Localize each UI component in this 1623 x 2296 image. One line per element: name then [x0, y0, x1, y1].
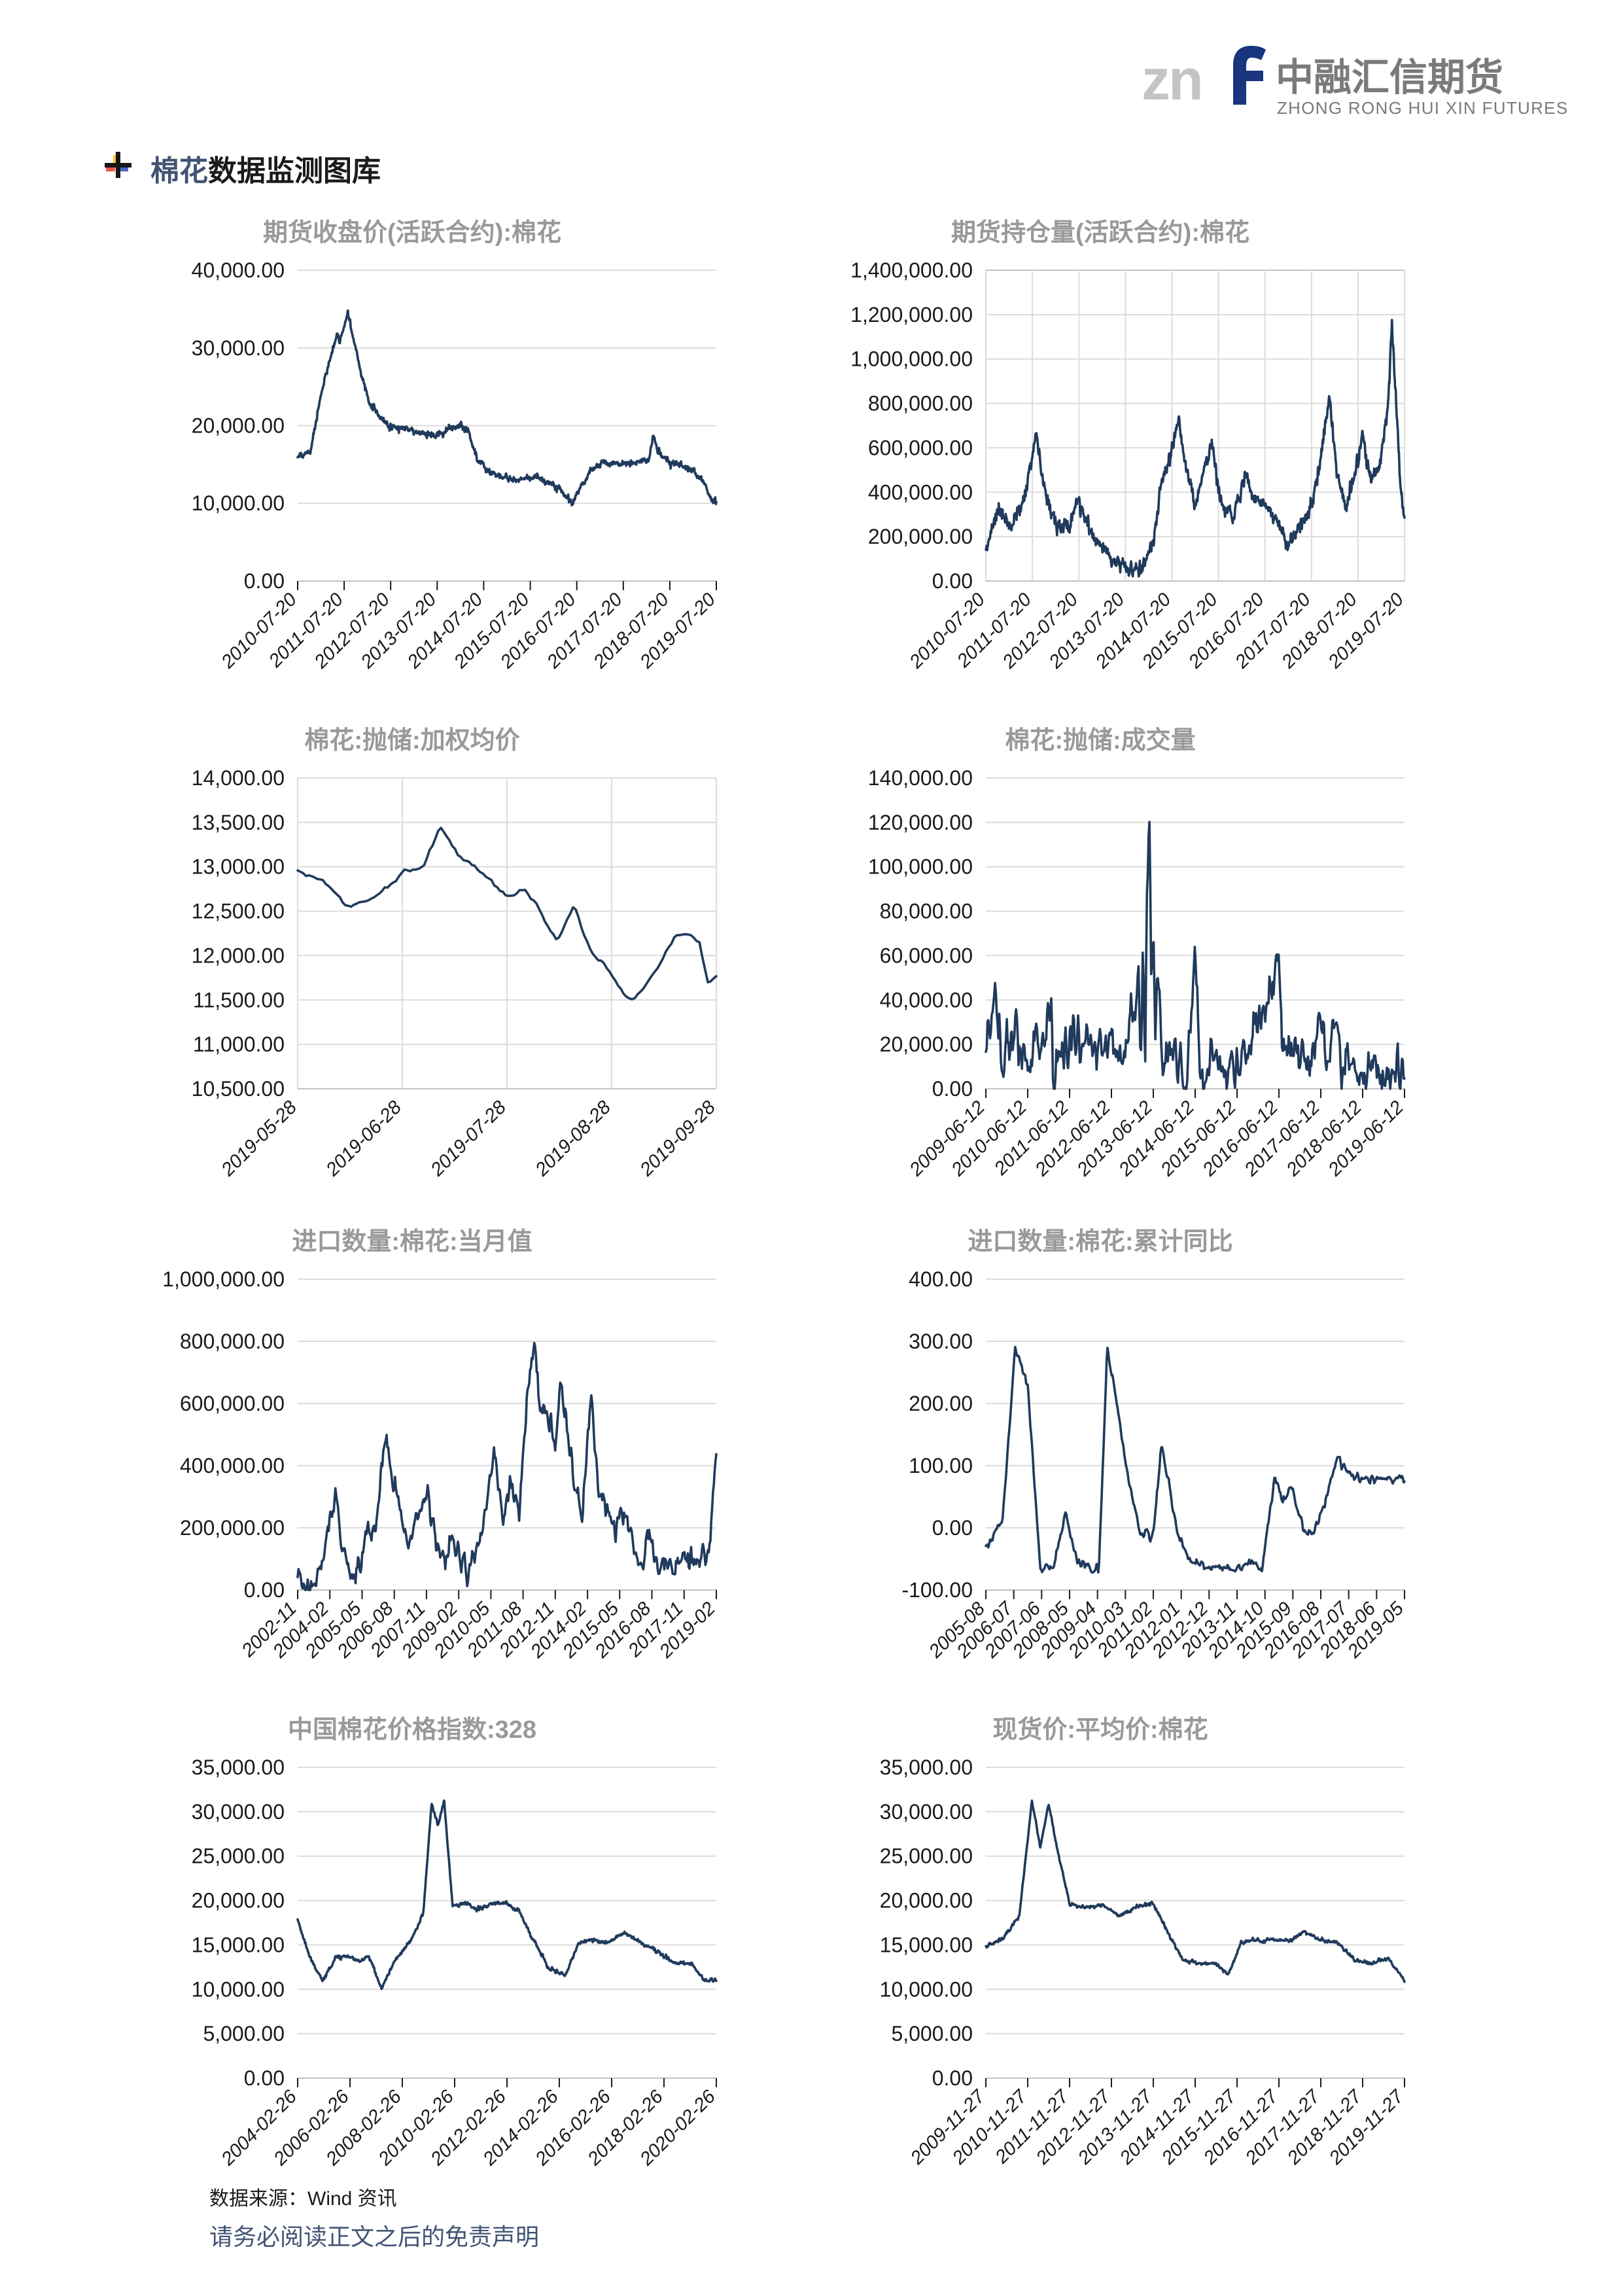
svg-text:ZHONG RONG HUI XIN FUTURES: ZHONG RONG HUI XIN FUTURES — [1277, 98, 1568, 118]
svg-text:40,000.00: 40,000.00 — [192, 258, 285, 282]
svg-text:期货持仓量(活跃合约):棉花: 期货持仓量(活跃合约):棉花 — [951, 219, 1249, 247]
svg-text:13,500.00: 13,500.00 — [192, 811, 285, 834]
svg-text:200,000.00: 200,000.00 — [868, 525, 973, 548]
svg-text:5,000.00: 5,000.00 — [203, 2022, 285, 2045]
svg-text:-100.00: -100.00 — [901, 1578, 973, 1602]
svg-text:10,500.00: 10,500.00 — [192, 1077, 285, 1101]
svg-text:15,000.00: 15,000.00 — [192, 1933, 285, 1956]
svg-text:0.00: 0.00 — [932, 1077, 973, 1101]
svg-text:0.00: 0.00 — [932, 569, 973, 593]
svg-text:35,000.00: 35,000.00 — [880, 1756, 973, 1779]
svg-text:1,200,000.00: 1,200,000.00 — [850, 303, 973, 327]
svg-text:0.00: 0.00 — [244, 1578, 285, 1602]
svg-text:20,000.00: 20,000.00 — [192, 414, 285, 438]
svg-text:1,000,000.00: 1,000,000.00 — [850, 347, 973, 371]
svg-text:400,000.00: 400,000.00 — [868, 480, 973, 504]
svg-text:30,000.00: 30,000.00 — [192, 336, 285, 360]
svg-text:100.00: 100.00 — [909, 1454, 973, 1477]
svg-text:5,000.00: 5,000.00 — [891, 2022, 973, 2045]
svg-text:中国棉花价格指数:328: 中国棉花价格指数:328 — [288, 1716, 536, 1744]
svg-text:120,000.00: 120,000.00 — [868, 811, 973, 834]
svg-text:20,000.00: 20,000.00 — [880, 1033, 973, 1056]
svg-text:2019-07-28: 2019-07-28 — [427, 1097, 510, 1180]
svg-text:140,000.00: 140,000.00 — [868, 766, 973, 790]
svg-text:60,000.00: 60,000.00 — [880, 944, 973, 967]
svg-text:800,000.00: 800,000.00 — [180, 1330, 285, 1353]
svg-text:30,000.00: 30,000.00 — [880, 1800, 973, 1824]
svg-text:0.00: 0.00 — [244, 569, 285, 593]
svg-text:10,000.00: 10,000.00 — [880, 1977, 973, 2001]
svg-text:800,000.00: 800,000.00 — [868, 392, 973, 415]
svg-text:11,000.00: 11,000.00 — [193, 1033, 285, 1056]
svg-text:20,000.00: 20,000.00 — [880, 1889, 973, 1913]
svg-text:25,000.00: 25,000.00 — [880, 1845, 973, 1868]
svg-text:进口数量:棉花:累计同比: 进口数量:棉花:累计同比 — [968, 1228, 1232, 1256]
svg-text:2019-09-28: 2019-09-28 — [636, 1097, 720, 1180]
svg-text:棉花:抛储:成交量: 棉花:抛储:成交量 — [1005, 726, 1195, 754]
svg-text:10,000.00: 10,000.00 — [192, 1977, 285, 2001]
svg-text:期货收盘价(活跃合约):棉花: 期货收盘价(活跃合约):棉花 — [263, 219, 561, 247]
svg-text:25,000.00: 25,000.00 — [192, 1845, 285, 1868]
svg-text:400,000.00: 400,000.00 — [180, 1454, 285, 1477]
svg-text:进口数量:棉花:当月值: 进口数量:棉花:当月值 — [292, 1228, 532, 1256]
svg-text:15,000.00: 15,000.00 — [880, 1933, 973, 1956]
svg-text:600,000.00: 600,000.00 — [868, 436, 973, 459]
svg-text:35,000.00: 35,000.00 — [192, 1756, 285, 1779]
svg-text:11,500.00: 11,500.00 — [193, 988, 285, 1012]
svg-text:2019-06-28: 2019-06-28 — [322, 1097, 406, 1180]
svg-text:400.00: 400.00 — [909, 1267, 973, 1291]
svg-text:30,000.00: 30,000.00 — [192, 1800, 285, 1824]
svg-text:0.00: 0.00 — [244, 2066, 285, 2090]
svg-text:13,000.00: 13,000.00 — [192, 855, 285, 879]
svg-text:现货价:平均价:棉花: 现货价:平均价:棉花 — [992, 1716, 1208, 1744]
svg-text:12,000.00: 12,000.00 — [192, 944, 285, 967]
svg-text:10,000.00: 10,000.00 — [192, 491, 285, 515]
svg-text:1,400,000.00: 1,400,000.00 — [850, 258, 973, 282]
svg-text:300.00: 300.00 — [909, 1330, 973, 1353]
svg-text:80,000.00: 80,000.00 — [880, 900, 973, 923]
svg-text:2019-05-28: 2019-05-28 — [217, 1097, 301, 1180]
svg-text:棉花:抛储:加权均价: 棉花:抛储:加权均价 — [304, 727, 519, 754]
svg-text:100,000.00: 100,000.00 — [868, 855, 973, 879]
svg-text:2019-08-28: 2019-08-28 — [531, 1097, 615, 1180]
svg-text:600,000.00: 600,000.00 — [180, 1392, 285, 1415]
svg-text:200,000.00: 200,000.00 — [180, 1516, 285, 1540]
svg-text:40,000.00: 40,000.00 — [880, 988, 973, 1012]
svg-text:中融汇信期货: 中融汇信期货 — [1276, 56, 1503, 99]
svg-text:14,000.00: 14,000.00 — [192, 766, 285, 790]
svg-text:12,500.00: 12,500.00 — [192, 900, 285, 923]
svg-text:0.00: 0.00 — [932, 1516, 973, 1540]
svg-text:200.00: 200.00 — [909, 1392, 973, 1415]
svg-text:zn: zn — [1142, 47, 1202, 112]
svg-text:20,000.00: 20,000.00 — [192, 1889, 285, 1913]
svg-text:0.00: 0.00 — [932, 2066, 973, 2090]
svg-text:1,000,000.00: 1,000,000.00 — [162, 1267, 285, 1291]
